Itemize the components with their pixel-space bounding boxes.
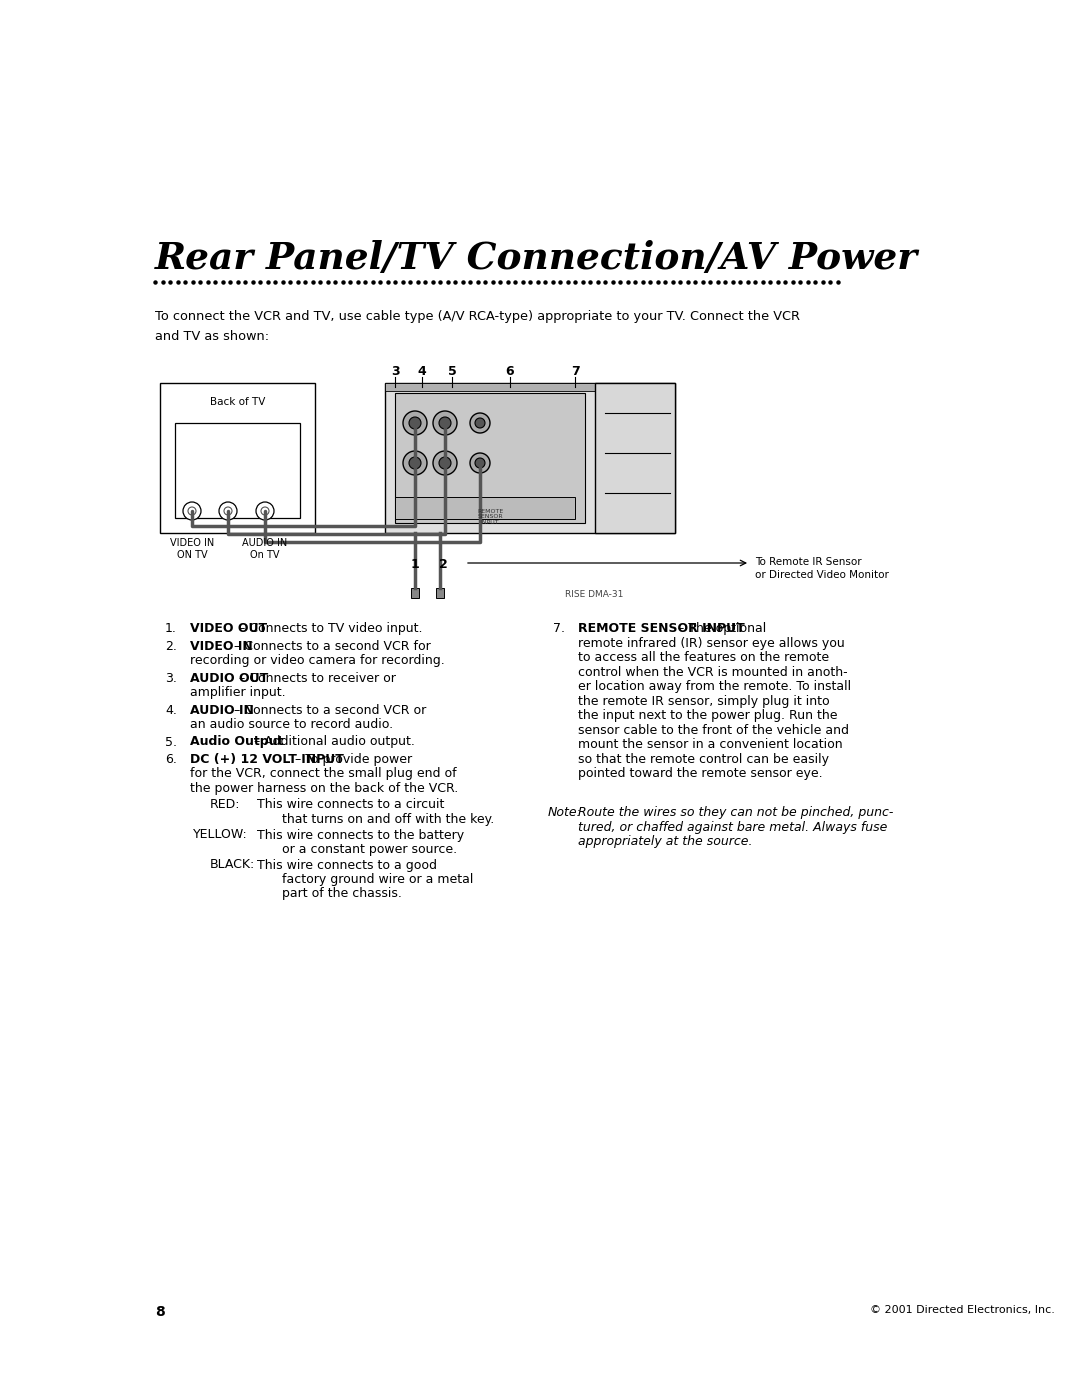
Bar <box>395 393 585 522</box>
Text: for the VCR, connect the small plug end of: for the VCR, connect the small plug end … <box>190 767 457 781</box>
Circle shape <box>224 507 232 515</box>
Text: and TV as shown:: and TV as shown: <box>156 330 269 344</box>
Text: RED:: RED: <box>210 799 241 812</box>
Text: – Connects to receiver or: – Connects to receiver or <box>235 672 396 685</box>
Text: part of the chassis.: part of the chassis. <box>282 887 402 901</box>
Circle shape <box>183 502 201 520</box>
Text: 1.: 1. <box>165 622 177 636</box>
Text: Route the wires so they can not be pinched, punc-: Route the wires so they can not be pinch… <box>578 806 893 819</box>
Text: REMOTE SENSOR INPUT: REMOTE SENSOR INPUT <box>578 622 745 636</box>
Text: 2.: 2. <box>165 640 177 652</box>
Text: AUDIO OUT: AUDIO OUT <box>190 672 268 685</box>
Text: To connect the VCR and TV, use cable type (A/V RCA-type) appropriate to your TV.: To connect the VCR and TV, use cable typ… <box>156 310 800 323</box>
Text: or a constant power source.: or a constant power source. <box>282 842 457 856</box>
Text: pointed toward the remote sensor eye.: pointed toward the remote sensor eye. <box>578 767 823 780</box>
Text: so that the remote control can be easily: so that the remote control can be easily <box>578 753 829 766</box>
Circle shape <box>409 416 421 429</box>
Text: 4.: 4. <box>165 704 177 717</box>
Text: remote infrared (IR) sensor eye allows you: remote infrared (IR) sensor eye allows y… <box>578 637 845 650</box>
Text: Rear Panel/TV Connection/AV Power: Rear Panel/TV Connection/AV Power <box>156 240 918 277</box>
Text: factory ground wire or a metal: factory ground wire or a metal <box>282 873 473 886</box>
Circle shape <box>219 502 237 520</box>
Text: 3: 3 <box>391 365 400 379</box>
Text: Audio Output: Audio Output <box>190 735 283 749</box>
Circle shape <box>475 418 485 427</box>
Bar <box>384 383 675 391</box>
Bar <box>595 383 675 534</box>
Bar <box>436 588 444 598</box>
Text: DC (+) 12 VOLT INPUT: DC (+) 12 VOLT INPUT <box>190 753 343 766</box>
Text: 8: 8 <box>156 1305 165 1319</box>
Text: RISE DMA-31: RISE DMA-31 <box>565 590 623 599</box>
Circle shape <box>438 457 451 469</box>
Text: YELLOW:: YELLOW: <box>193 828 247 841</box>
Text: This wire connects to the battery: This wire connects to the battery <box>257 828 464 841</box>
Text: To Remote IR Sensor
or Directed Video Monitor: To Remote IR Sensor or Directed Video Mo… <box>755 557 889 580</box>
Circle shape <box>261 507 269 515</box>
Text: – Connects to TV video input.: – Connects to TV video input. <box>235 622 423 636</box>
Text: Note:: Note: <box>548 806 582 819</box>
Circle shape <box>433 411 457 434</box>
Text: the input next to the power plug. Run the: the input next to the power plug. Run th… <box>578 710 837 722</box>
Text: 4: 4 <box>418 365 427 379</box>
Circle shape <box>470 453 490 474</box>
Text: 5.: 5. <box>165 735 177 749</box>
Text: tured, or chaffed against bare metal. Always fuse: tured, or chaffed against bare metal. Al… <box>578 820 888 834</box>
Text: REMOTE
SENSOR
INPUT: REMOTE SENSOR INPUT <box>477 509 503 525</box>
Text: to access all the features on the remote: to access all the features on the remote <box>578 651 829 664</box>
Text: mount the sensor in a convenient location: mount the sensor in a convenient locatio… <box>578 738 842 752</box>
Bar <box>160 383 315 534</box>
Text: sensor cable to the front of the vehicle and: sensor cable to the front of the vehicle… <box>578 724 849 736</box>
Text: This wire connects to a circuit: This wire connects to a circuit <box>257 799 444 812</box>
Bar <box>411 588 419 598</box>
Text: 3.: 3. <box>165 672 177 685</box>
Bar <box>395 497 575 520</box>
Text: 2: 2 <box>438 557 447 571</box>
Text: Back of TV: Back of TV <box>210 397 266 407</box>
Text: an audio source to record audio.: an audio source to record audio. <box>190 718 393 731</box>
Text: BLACK:: BLACK: <box>210 859 255 872</box>
Circle shape <box>403 411 427 434</box>
Circle shape <box>438 416 451 429</box>
Text: AUDIO IN
On TV: AUDIO IN On TV <box>242 538 287 560</box>
Text: VIDEO IN: VIDEO IN <box>190 640 253 652</box>
Circle shape <box>188 507 195 515</box>
Text: recording or video camera for recording.: recording or video camera for recording. <box>190 654 445 666</box>
Text: VIDEO IN
ON TV: VIDEO IN ON TV <box>170 538 214 560</box>
Text: 1: 1 <box>410 557 419 571</box>
Circle shape <box>403 451 427 475</box>
Text: er location away from the remote. To install: er location away from the remote. To ins… <box>578 680 851 693</box>
Text: 6.: 6. <box>165 753 177 766</box>
Circle shape <box>433 451 457 475</box>
Bar <box>384 383 675 534</box>
Text: 7.: 7. <box>553 622 565 636</box>
Text: that turns on and off with the key.: that turns on and off with the key. <box>282 813 495 826</box>
Circle shape <box>256 502 274 520</box>
Text: – The optional: – The optional <box>674 622 766 636</box>
Text: – Connects to a second VCR or: – Connects to a second VCR or <box>230 704 427 717</box>
Circle shape <box>475 458 485 468</box>
Text: 6: 6 <box>505 365 514 379</box>
Text: This wire connects to a good: This wire connects to a good <box>257 859 437 872</box>
Circle shape <box>409 457 421 469</box>
Circle shape <box>470 414 490 433</box>
Bar <box>175 423 300 518</box>
Text: appropriately at the source.: appropriately at the source. <box>578 835 753 848</box>
Text: amplifier input.: amplifier input. <box>190 686 285 698</box>
Text: 7: 7 <box>570 365 579 379</box>
Text: – To provide power: – To provide power <box>291 753 411 766</box>
Text: – Additional audio output.: – Additional audio output. <box>251 735 416 749</box>
Text: AUDIO IN: AUDIO IN <box>190 704 254 717</box>
Text: VIDEO OUT: VIDEO OUT <box>190 622 267 636</box>
Text: © 2001 Directed Electronics, Inc.: © 2001 Directed Electronics, Inc. <box>870 1305 1055 1315</box>
Text: control when the VCR is mounted in anoth-: control when the VCR is mounted in anoth… <box>578 665 848 679</box>
Text: – Connects to a second VCR for: – Connects to a second VCR for <box>230 640 431 652</box>
Text: 5: 5 <box>447 365 457 379</box>
Text: the power harness on the back of the VCR.: the power harness on the back of the VCR… <box>190 782 458 795</box>
Text: the remote IR sensor, simply plug it into: the remote IR sensor, simply plug it int… <box>578 694 829 707</box>
